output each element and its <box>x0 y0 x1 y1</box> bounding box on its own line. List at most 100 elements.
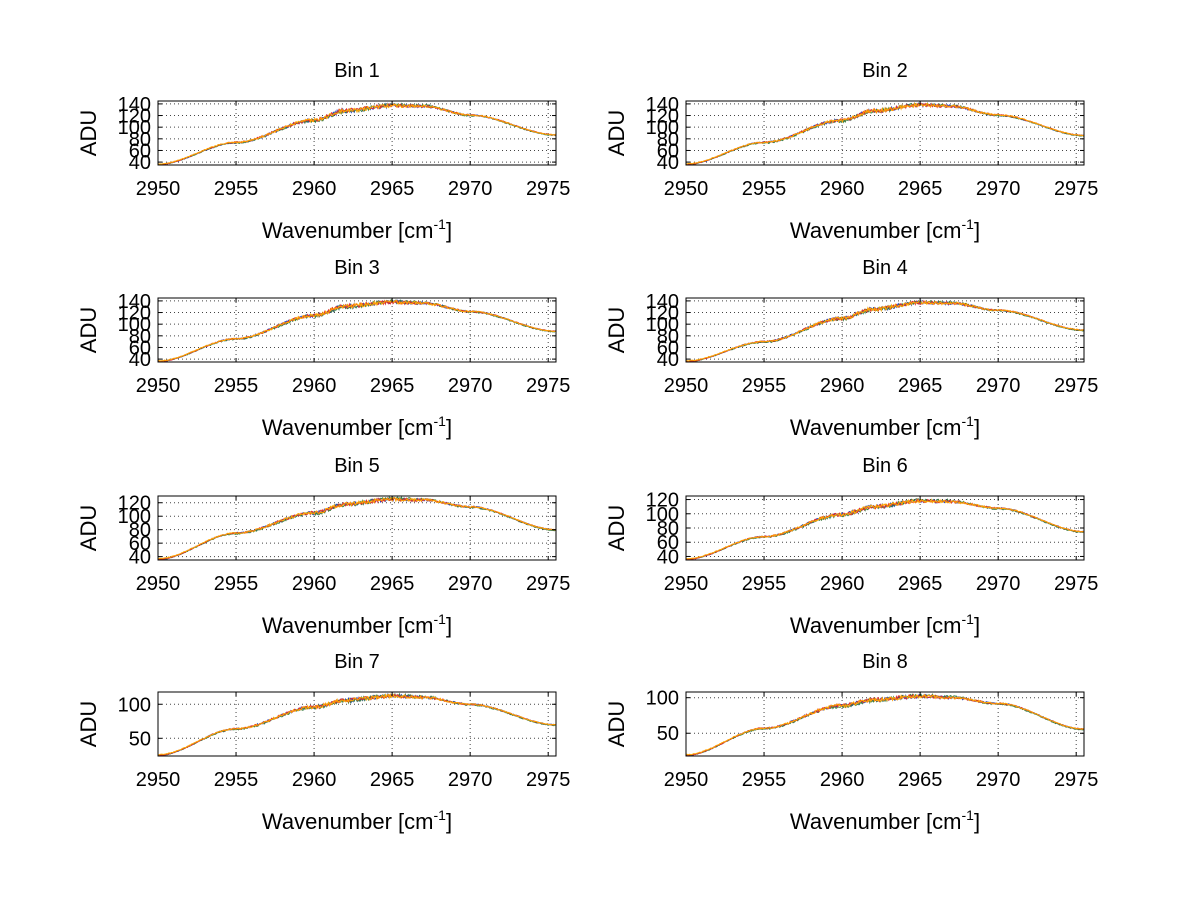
x-axis-label-text: Wavenumber [cm <box>790 613 962 638</box>
x-tick-label: 2970 <box>976 178 1021 200</box>
plot-area <box>686 101 1084 165</box>
y-tick-label: 60 <box>657 140 679 162</box>
y-tick-label: 60 <box>657 532 679 554</box>
x-tick-label: 2960 <box>820 375 865 397</box>
y-tick-label: 60 <box>129 337 151 359</box>
x-axis-label-text: Wavenumber [cm <box>790 218 962 243</box>
y-tick-label: 80 <box>657 326 679 348</box>
series-group <box>158 299 556 362</box>
y-tick-label: 40 <box>129 547 151 569</box>
series-group <box>686 692 1084 756</box>
subplot-title: Bin 2 <box>862 60 908 82</box>
y-tick-label: 80 <box>657 129 679 151</box>
y-tick-label: 80 <box>657 518 679 540</box>
y-tick-label: 50 <box>129 728 151 750</box>
x-axis-label-text: Wavenumber [cm <box>262 613 434 638</box>
y-tick-label: 140 <box>118 94 151 116</box>
x-tick-label: 2975 <box>1054 178 1099 200</box>
x-axis-label-text: Wavenumber [cm <box>790 415 962 440</box>
y-tick-label: 120 <box>646 303 679 325</box>
subplot-7: 2950 2955 2960 2965 2970 2975 50 100 Bin 7 Wavenu… <box>76 651 570 834</box>
x-axis-label: Wavenumber [cm-1] <box>790 216 980 243</box>
series-line-4 <box>686 102 1084 165</box>
x-tick-label: 2975 <box>526 178 571 200</box>
subplot-title: Bin 8 <box>862 651 908 673</box>
x-tick-label: 2960 <box>292 573 337 595</box>
x-axis-label-sup: -1 <box>434 807 447 823</box>
y-tick-label: 100 <box>118 314 151 336</box>
y-tick-label: 100 <box>118 694 151 716</box>
x-tick-label: 2955 <box>742 573 787 595</box>
series-group <box>158 496 556 560</box>
x-tick-label: 2950 <box>136 573 181 595</box>
x-axis-label-sup: -1 <box>434 611 447 627</box>
series-group <box>686 498 1084 560</box>
x-axis-label-sup: -1 <box>962 611 975 627</box>
x-axis-label-sup: -1 <box>962 216 975 232</box>
y-tick-label: 80 <box>129 326 151 348</box>
subplot-8: 2950 2955 2960 2965 2970 2975 50 100 Bin 8 Wavenu… <box>604 651 1098 834</box>
x-tick-label: 2975 <box>526 375 571 397</box>
subplot-title: Bin 5 <box>334 455 380 477</box>
x-tick-label: 2960 <box>292 375 337 397</box>
y-tick-label: 60 <box>129 140 151 162</box>
x-tick-label: 2965 <box>898 573 943 595</box>
y-tick-label: 120 <box>118 106 151 128</box>
x-tick-label: 2970 <box>976 769 1021 791</box>
x-tick-label: 2950 <box>136 769 181 791</box>
x-axis-label-end: ] <box>974 809 980 834</box>
x-axis-label-text: Wavenumber [cm <box>262 415 434 440</box>
plot-area <box>158 298 556 362</box>
axes-frame <box>157 297 557 363</box>
x-axis-label: Wavenumber [cm-1] <box>262 413 452 440</box>
x-tick-label: 2965 <box>370 178 415 200</box>
x-axis-label-text: Wavenumber [cm <box>790 809 962 834</box>
y-axis-label: ADU <box>76 110 101 156</box>
subplot-title: Bin 6 <box>862 455 908 477</box>
x-tick-label: 2950 <box>664 769 709 791</box>
x-tick-label: 2950 <box>664 178 709 200</box>
x-tick-label: 2960 <box>292 769 337 791</box>
x-axis-label: Wavenumber [cm-1] <box>262 216 452 243</box>
x-axis-label: Wavenumber [cm-1] <box>790 807 980 834</box>
x-axis-label-end: ] <box>446 415 452 440</box>
x-tick-label: 2950 <box>664 375 709 397</box>
y-axis-label: ADU <box>76 307 101 353</box>
x-tick-label: 2965 <box>898 178 943 200</box>
x-tick-label: 2955 <box>214 178 259 200</box>
x-tick-label: 2955 <box>742 375 787 397</box>
x-axis-label-sup: -1 <box>962 807 975 823</box>
axes-frame <box>685 691 1085 757</box>
y-axis-label: ADU <box>604 701 629 747</box>
x-tick-label: 2960 <box>820 573 865 595</box>
x-tick-label: 2955 <box>742 178 787 200</box>
x-tick-label: 2965 <box>370 573 415 595</box>
subplot-title: Bin 7 <box>334 651 380 673</box>
axes-frame <box>685 297 1085 363</box>
x-tick-label: 2955 <box>742 769 787 791</box>
series-line-4 <box>158 692 556 756</box>
x-axis-label-end: ] <box>974 613 980 638</box>
y-tick-label: 60 <box>129 533 151 555</box>
x-tick-label: 2975 <box>526 573 571 595</box>
axes-frame <box>685 100 1085 166</box>
y-tick-label: 140 <box>646 94 679 116</box>
x-axis-label-end: ] <box>446 809 452 834</box>
y-tick-label: 80 <box>129 129 151 151</box>
x-tick-label: 2950 <box>136 178 181 200</box>
x-axis-label: Wavenumber [cm-1] <box>262 611 452 638</box>
y-tick-label: 120 <box>118 303 151 325</box>
x-axis-label: Wavenumber [cm-1] <box>262 807 452 834</box>
y-tick-label: 120 <box>118 493 151 515</box>
axes-frame <box>157 100 557 166</box>
x-tick-label: 2955 <box>214 769 259 791</box>
x-axis-label-text: Wavenumber [cm <box>262 809 434 834</box>
y-tick-label: 80 <box>129 520 151 542</box>
x-tick-label: 2955 <box>214 573 259 595</box>
plot-area <box>158 692 556 756</box>
series-group <box>686 101 1084 165</box>
